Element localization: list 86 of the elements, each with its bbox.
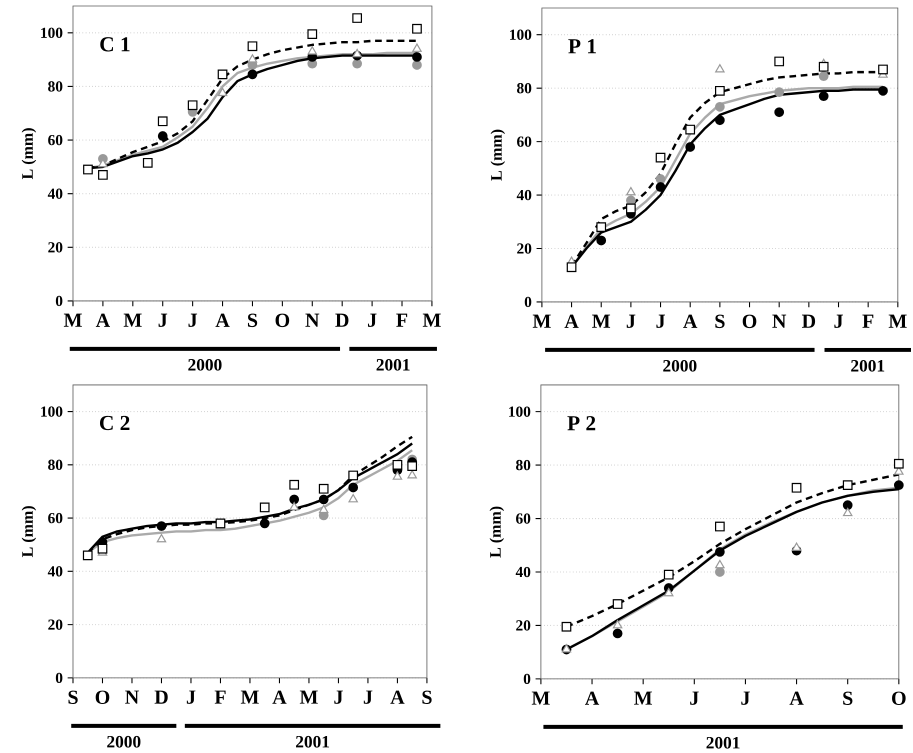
x-tick-label: D: [802, 314, 816, 328]
y-axis-title: L (mm): [490, 506, 504, 558]
x-tick-label: A: [96, 314, 110, 327]
y-tick-label: 100: [41, 28, 62, 38]
x-tick-label: A: [272, 690, 287, 704]
y-tick-label: 100: [509, 406, 530, 417]
x-tick-label: A: [564, 314, 579, 328]
y-tick-label: 0: [524, 674, 530, 684]
x-tick-label: J: [834, 314, 843, 328]
y-tick-label: 60: [48, 512, 62, 524]
x-tick-label: D: [335, 314, 348, 327]
y-axis-title: L (mm): [22, 506, 36, 558]
x-tick-label: J: [334, 690, 343, 704]
text: 2000: [107, 736, 140, 748]
text: 2001: [706, 736, 740, 749]
x-tick-label: O: [892, 692, 906, 705]
y-tick-label: 20: [48, 619, 62, 630]
y-tick-label: 80: [48, 460, 62, 470]
y-tick-label: 40: [48, 188, 62, 199]
x-tick-label: S: [248, 314, 258, 328]
x-tick-label: M: [124, 314, 142, 327]
y-tick-label: 40: [48, 566, 62, 576]
text: C 2: [100, 416, 130, 430]
y-tick-label: 20: [516, 620, 530, 631]
y-axis-title: L (mm): [22, 128, 36, 180]
y-tick-label: 20: [48, 242, 62, 252]
text: C 1: [100, 37, 130, 52]
y-tick-label: 40: [516, 190, 532, 200]
y-tick-label: 60: [516, 513, 530, 524]
x-tick-label: M: [64, 314, 82, 327]
x-tick-label: M: [240, 690, 259, 704]
text: P 1: [568, 39, 596, 54]
x-tick-label: J: [741, 692, 750, 705]
y-tick-label: 60: [48, 134, 62, 146]
x-tick-label: A: [683, 314, 698, 328]
text: 2001: [851, 360, 884, 372]
x-tick-label: J: [158, 314, 168, 327]
x-tick-label: F: [396, 314, 408, 327]
x-tick-label: M: [634, 692, 652, 705]
x-tick-label: S: [715, 314, 725, 328]
x-tick-label: J: [364, 690, 372, 704]
y-tick-label: 0: [524, 296, 532, 308]
x-tick-label: M: [888, 314, 907, 328]
y-tick-label: 60: [517, 136, 532, 147]
x-tick-label: J: [690, 692, 699, 705]
x-tick-label: F: [214, 690, 226, 704]
text: P 2: [567, 416, 596, 430]
y-tick-label: 100: [41, 406, 62, 417]
text: 2000: [663, 360, 696, 372]
x-tick-label: J: [368, 314, 377, 327]
x-tick-label: M: [300, 690, 318, 704]
x-tick-label: A: [216, 314, 230, 327]
x-tick-label: A: [585, 692, 600, 705]
x-tick-label: O: [96, 690, 110, 704]
y-tick-label: 0: [56, 296, 62, 306]
y-tick-label: 80: [516, 460, 530, 470]
y-tick-label: 40: [516, 566, 530, 578]
y-tick-label: 0: [56, 672, 62, 684]
text: 2000: [188, 358, 222, 371]
x-tick-label: N: [125, 690, 139, 704]
x-tick-label: A: [790, 692, 804, 705]
x-tick-label: M: [532, 314, 551, 328]
y-tick-label: 100: [510, 30, 532, 40]
x-tick-label: N: [305, 314, 320, 327]
x-tick-label: F: [862, 314, 874, 328]
x-tick-label: M: [532, 692, 550, 705]
text: 2001: [376, 358, 410, 371]
x-tick-label: M: [592, 314, 610, 328]
x-tick-label: A: [390, 690, 404, 704]
x-tick-label: S: [422, 690, 432, 704]
x-tick-label: S: [68, 690, 78, 704]
x-tick-label: J: [186, 690, 196, 704]
x-tick-label: M: [422, 314, 441, 327]
y-tick-label: 80: [517, 82, 532, 94]
y-axis-title: L (mm): [490, 130, 506, 181]
x-tick-label: J: [188, 314, 198, 327]
x-tick-label: J: [626, 314, 636, 328]
x-tick-label: S: [843, 692, 852, 705]
text: 2001: [296, 736, 330, 748]
y-tick-label: 20: [517, 243, 532, 254]
x-tick-label: D: [154, 690, 168, 704]
x-tick-label: O: [742, 314, 756, 328]
x-tick-label: N: [772, 314, 786, 328]
x-tick-label: J: [656, 314, 665, 328]
x-tick-label: O: [276, 314, 290, 328]
y-tick-label: 80: [48, 81, 62, 92]
